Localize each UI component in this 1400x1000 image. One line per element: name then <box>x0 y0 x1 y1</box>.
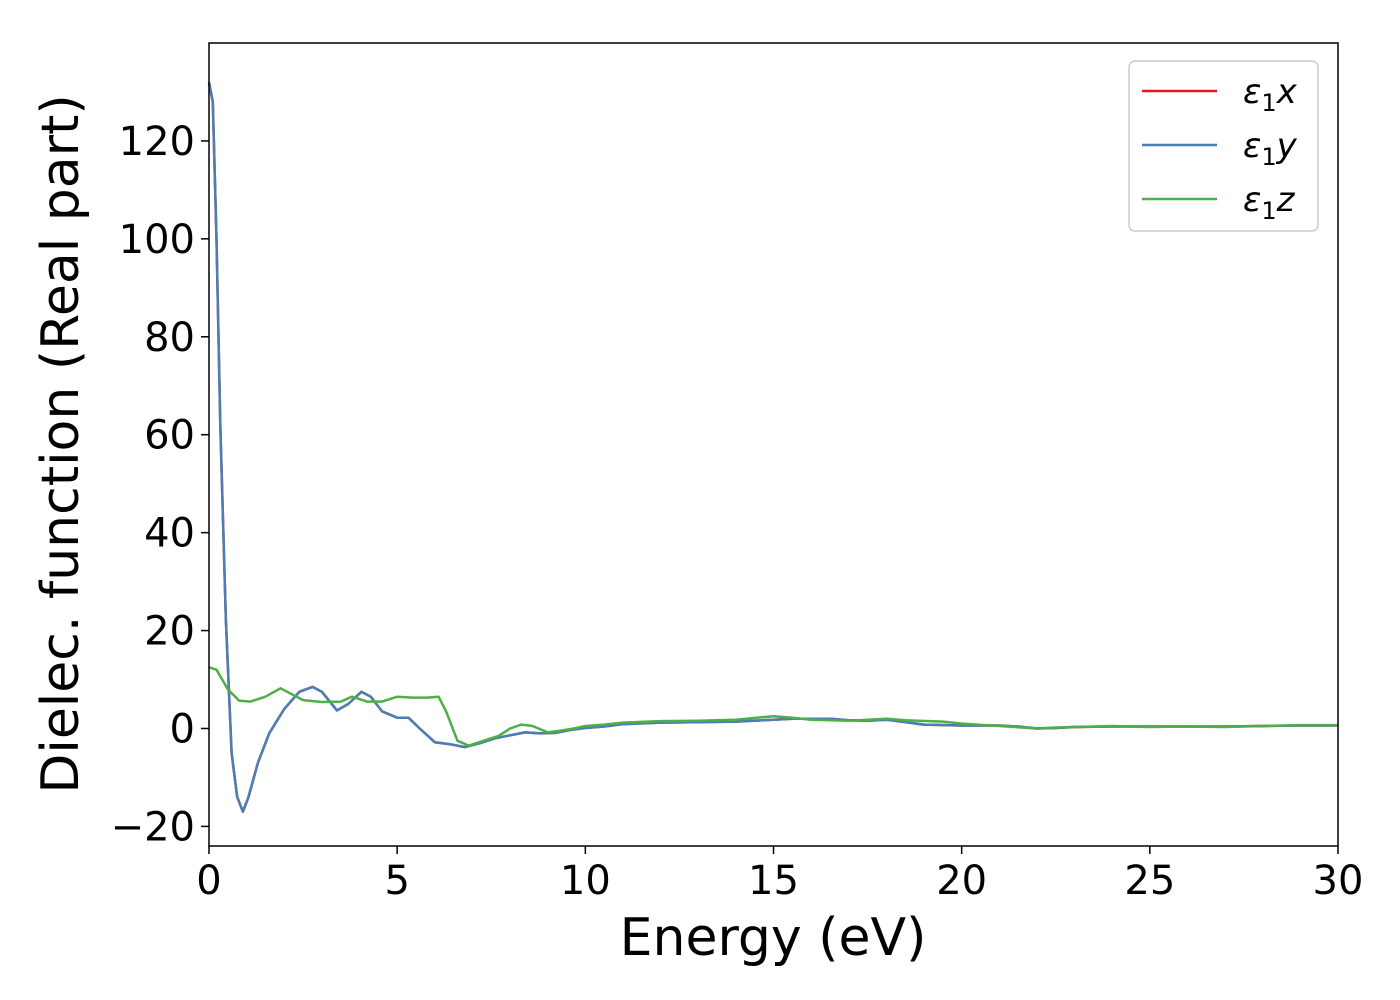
y-axis: −20 0 20 40 60 80 100 120 <box>111 119 209 850</box>
y-tick-label: −20 <box>111 804 195 850</box>
series-line-z <box>208 666 1338 747</box>
x-tick-label: 20 <box>936 858 987 904</box>
x-axis: 0 5 10 15 20 25 30 <box>196 846 1363 904</box>
y-tick-label: 100 <box>119 217 195 263</box>
y-tick-label: 120 <box>119 119 195 165</box>
y-tick-label: 60 <box>144 413 195 459</box>
x-tick-label: 0 <box>196 858 221 904</box>
x-tick-label: 30 <box>1313 858 1364 904</box>
legend-box <box>1128 60 1319 232</box>
x-tick-label: 5 <box>384 858 409 904</box>
y-tick-label: 40 <box>144 511 195 557</box>
x-tick-label: 15 <box>748 858 799 904</box>
y-tick-label: 80 <box>144 315 195 361</box>
y-axis-label: Dielec. function (Real part) <box>31 94 91 793</box>
x-axis-label: Energy (eV) <box>620 908 927 968</box>
y-tick-label: 20 <box>144 609 195 655</box>
legend-label-x: ε1x <box>1243 72 1298 117</box>
legend-label-y: ε1y <box>1243 126 1298 171</box>
legend: ε1x ε1y ε1z <box>1128 60 1319 232</box>
legend-label-z: ε1z <box>1243 180 1296 225</box>
y-tick-label: 0 <box>170 706 195 752</box>
x-tick-label: 25 <box>1124 858 1175 904</box>
x-tick-label: 10 <box>560 858 611 904</box>
series-lines <box>207 81 1338 813</box>
